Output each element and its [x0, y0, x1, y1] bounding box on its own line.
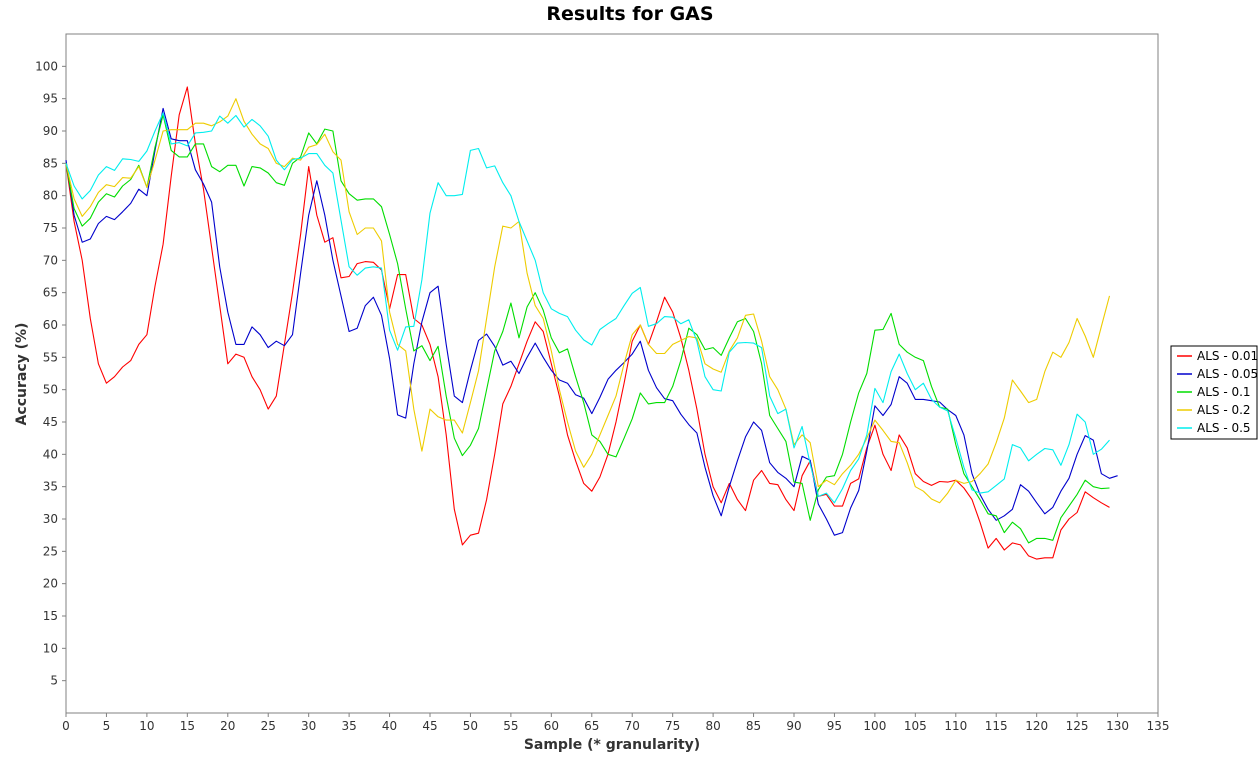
legend-entry: ALS - 0.2 — [1197, 403, 1251, 417]
y-tick-label: 100 — [35, 59, 58, 73]
x-axis-label: Sample (* granularity) — [524, 737, 700, 753]
x-tick-label: 65 — [584, 719, 599, 733]
x-axis: 0 5 10 15 20 25 30 35 40 45 50 55 60 65 70 75 80 85 90 95 10… — [62, 713, 1169, 733]
series-line-0 — [65, 86, 1110, 560]
legend-entry: ALS - 0.1 — [1197, 385, 1251, 399]
x-tick-label: 70 — [625, 719, 640, 733]
y-tick-label: 50 — [43, 383, 58, 397]
legend-entry: ALS - 0.5 — [1197, 421, 1251, 435]
x-tick-label: 110 — [944, 719, 967, 733]
x-tick-label: 95 — [827, 719, 842, 733]
x-tick-label: 60 — [544, 719, 559, 733]
y-tick-label: 35 — [43, 480, 58, 494]
y-tick-label: 15 — [43, 609, 58, 623]
x-tick-label: 30 — [301, 719, 316, 733]
x-tick-label: 20 — [220, 719, 235, 733]
legend-entry: ALS - 0.01 — [1197, 349, 1258, 363]
y-tick-label: 5 — [50, 674, 58, 688]
x-tick-label: 15 — [180, 719, 195, 733]
x-tick-label: 50 — [463, 719, 478, 733]
y-tick-label: 65 — [43, 286, 58, 300]
x-tick-label: 85 — [746, 719, 761, 733]
series-line-3 — [65, 98, 1111, 504]
x-tick-label: 120 — [1025, 719, 1048, 733]
y-tick-label: 80 — [43, 189, 58, 203]
y-axis-label: Accuracy (%) — [14, 323, 30, 426]
x-tick-label: 105 — [904, 719, 927, 733]
y-tick-label: 30 — [43, 512, 58, 526]
x-tick-label: 135 — [1147, 719, 1170, 733]
y-tick-label: 10 — [43, 641, 58, 655]
chart-title: Results for GAS — [546, 3, 713, 25]
legend-entry: ALS - 0.05 — [1197, 367, 1258, 381]
series-line-4 — [65, 112, 1110, 504]
x-tick-label: 115 — [985, 719, 1008, 733]
x-tick-label: 40 — [382, 719, 397, 733]
x-tick-label: 80 — [705, 719, 720, 733]
y-axis: 5 10 15 20 25 30 35 40 45 50 55 60 65 70 75 80 85 90 95 100 — [35, 59, 66, 688]
y-tick-label: 90 — [43, 124, 58, 138]
x-tick-label: 35 — [341, 719, 356, 733]
y-tick-label: 45 — [43, 415, 58, 429]
series-line-2 — [65, 114, 1110, 544]
x-tick-label: 0 — [62, 719, 70, 733]
y-tick-label: 20 — [43, 577, 58, 591]
x-tick-label: 55 — [503, 719, 518, 733]
x-tick-label: 125 — [1066, 719, 1089, 733]
x-tick-label: 25 — [261, 719, 276, 733]
y-tick-label: 40 — [43, 447, 58, 461]
x-tick-label: 75 — [665, 719, 680, 733]
y-tick-label: 60 — [43, 318, 58, 332]
x-tick-label: 10 — [139, 719, 154, 733]
legend: ALS - 0.01 ALS - 0.05 ALS - 0.1 ALS - 0.2 AL… — [1170, 345, 1258, 440]
y-tick-label: 70 — [43, 253, 58, 267]
x-tick-label: 100 — [863, 719, 886, 733]
x-tick-label: 130 — [1106, 719, 1129, 733]
y-tick-label: 55 — [43, 350, 58, 364]
x-tick-label: 45 — [422, 719, 437, 733]
y-tick-label: 75 — [43, 221, 58, 235]
y-tick-label: 25 — [43, 544, 58, 558]
x-tick-label: 90 — [786, 719, 801, 733]
series-line-1 — [65, 107, 1118, 536]
plot-area — [65, 33, 1159, 714]
series-group — [65, 86, 1118, 560]
x-tick-label: 5 — [103, 719, 111, 733]
y-tick-label: 95 — [43, 92, 58, 106]
y-tick-label: 85 — [43, 156, 58, 170]
